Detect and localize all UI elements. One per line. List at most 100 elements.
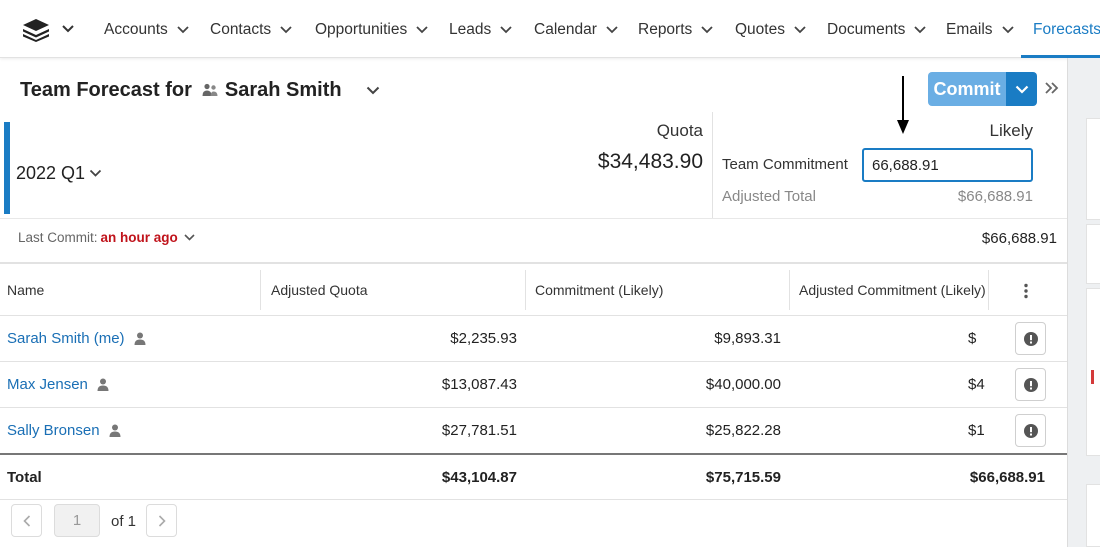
row-alert-button[interactable]: [1015, 368, 1046, 401]
column-header-commitment[interactable]: Commitment (Likely): [535, 282, 664, 298]
previous-page-button[interactable]: [11, 504, 42, 537]
users-icon: [202, 83, 218, 96]
nav-item-label: Forecasts: [1033, 21, 1100, 38]
nav-item-opportunities[interactable]: Opportunities: [315, 19, 428, 41]
nav-item-quotes[interactable]: Quotes: [735, 19, 806, 41]
nav-item-label: Leads: [449, 21, 492, 38]
side-panel-card: [1086, 224, 1100, 284]
adjusted-commitment-cell: $: [930, 330, 985, 350]
chevron-down-icon[interactable]: [280, 26, 292, 34]
rep-name[interactable]: Sarah Smith (me): [7, 330, 146, 347]
column-header-adjusted-commitment[interactable]: Adjusted Commitment (Likely): [799, 282, 986, 298]
page-count-label: of 1: [111, 513, 137, 530]
rep-name[interactable]: Max Jensen: [7, 376, 109, 393]
alert-icon: [1023, 423, 1038, 438]
chevron-down-icon[interactable]: [177, 26, 189, 34]
chevron-down-icon[interactable]: [914, 26, 927, 34]
person-icon: [109, 424, 121, 437]
person-icon: [134, 332, 146, 345]
total-commitment: $75,715.59: [705, 469, 781, 486]
chevron-down-icon[interactable]: [701, 26, 713, 34]
adjusted-commitment-text: $: [968, 330, 977, 347]
nav-item-reports[interactable]: Reports: [638, 19, 713, 41]
adjusted-commitment-cell: $4: [930, 376, 985, 396]
adjusted-commitment-text: $1: [968, 422, 985, 439]
rep-name-link[interactable]: Sarah Smith (me): [7, 330, 125, 347]
chevron-right-icon: [158, 514, 166, 527]
next-page-button[interactable]: [146, 504, 177, 537]
page-number-input[interactable]: [54, 504, 100, 537]
side-panel-card: [1086, 118, 1100, 220]
chevron-down-icon[interactable]: [1001, 26, 1014, 34]
chevron-left-icon: [22, 514, 30, 527]
column-divider: [260, 270, 261, 310]
total-adjusted-quota: $43,104.87: [441, 469, 517, 486]
column-header-name[interactable]: Name: [7, 282, 45, 298]
nav-item-forecasts[interactable]: Forecasts: [1033, 19, 1100, 41]
last-commit[interactable]: Last Commit: an hour ago: [18, 230, 195, 245]
team-commitment-input[interactable]: [862, 148, 1033, 182]
nav-item-label: Calendar: [534, 21, 597, 38]
total-adjusted-commitment: $66,688.91: [969, 469, 1045, 486]
chevron-down-icon[interactable]: [416, 26, 428, 34]
adjusted-quota-cell: $13,087.43: [441, 376, 517, 393]
more-options-icon[interactable]: [1019, 283, 1033, 299]
annotation-arrow-icon: [897, 76, 909, 134]
total-row: Total $43,104.87 $75,715.59 $66,688.91: [0, 453, 1067, 500]
total-label: Total: [7, 469, 42, 486]
nav-item-accounts[interactable]: Accounts: [104, 19, 189, 41]
table-row: Sarah Smith (me) $2,235.93 $9,893.31 $: [0, 316, 1067, 362]
nav-item-label: Reports: [638, 21, 693, 38]
rep-name-link[interactable]: Max Jensen: [7, 376, 88, 393]
side-panel-card: [1086, 484, 1100, 547]
nav-item-label: Accounts: [104, 21, 168, 38]
adjusted-quota-cell: $27,781.51: [441, 422, 517, 439]
period-label: 2022 Q1: [16, 163, 86, 183]
adjusted-commitment-cell: $1: [930, 422, 985, 442]
title-prefix: Team Forecast for: [20, 78, 192, 101]
chevron-down-icon: [1015, 85, 1028, 94]
chevron-down-icon[interactable]: [61, 24, 75, 34]
nav-item-label: Opportunities: [315, 21, 408, 38]
chevron-down-icon: [89, 169, 102, 177]
nav-item-emails[interactable]: Emails: [946, 19, 1014, 41]
nav-item-label: Contacts: [210, 21, 272, 38]
row-alert-button[interactable]: [1015, 414, 1046, 447]
double-chevron-right-icon[interactable]: [1044, 80, 1060, 96]
table-row: Max Jensen $13,087.43 $40,000.00 $4: [0, 362, 1067, 408]
last-commit-total: $66,688.91: [981, 230, 1057, 247]
adjusted-total-value: $66,688.91: [957, 188, 1033, 205]
commit-button[interactable]: Commit: [928, 72, 1006, 106]
rep-name-link[interactable]: Sally Bronsen: [7, 422, 100, 439]
alert-icon: [1023, 331, 1038, 346]
nav-item-contacts[interactable]: Contacts: [210, 19, 292, 41]
commitment-cell: $9,893.31: [714, 330, 781, 347]
nav-item-leads[interactable]: Leads: [449, 19, 512, 41]
divider: [0, 218, 1067, 219]
nav-item-documents[interactable]: Documents: [827, 19, 927, 41]
column-header-adjusted-quota[interactable]: Adjusted Quota: [271, 282, 368, 298]
chevron-down-icon[interactable]: [366, 86, 380, 95]
person-icon: [97, 378, 109, 391]
rep-name[interactable]: Sally Bronsen: [7, 422, 121, 439]
quota-value: $34,483.90: [597, 150, 703, 173]
table-row: Sally Bronsen $27,781.51 $25,822.28 $1: [0, 408, 1067, 454]
row-alert-button[interactable]: [1015, 322, 1046, 355]
nav-item-calendar[interactable]: Calendar: [534, 19, 618, 41]
period-accent-bar: [4, 122, 10, 214]
table-header: Name Adjusted Quota Commitment (Likely) …: [0, 262, 1067, 316]
nav-item-label: Documents: [827, 21, 906, 38]
alert-mark-icon: [1091, 370, 1094, 384]
chevron-down-icon[interactable]: [794, 26, 806, 34]
nav-item-label: Quotes: [735, 21, 785, 38]
period-selector[interactable]: 2022 Q1: [16, 163, 102, 184]
commit-options-button[interactable]: [1006, 72, 1037, 106]
column-divider: [988, 270, 989, 310]
commitment-cell: $40,000.00: [705, 376, 781, 393]
column-divider: [525, 270, 526, 310]
app-logo-icon[interactable]: [22, 18, 50, 42]
nav-active-indicator: [1021, 55, 1100, 58]
chevron-down-icon[interactable]: [500, 26, 512, 34]
chevron-down-icon[interactable]: [606, 26, 618, 34]
last-commit-label: Last Commit:: [18, 230, 98, 245]
